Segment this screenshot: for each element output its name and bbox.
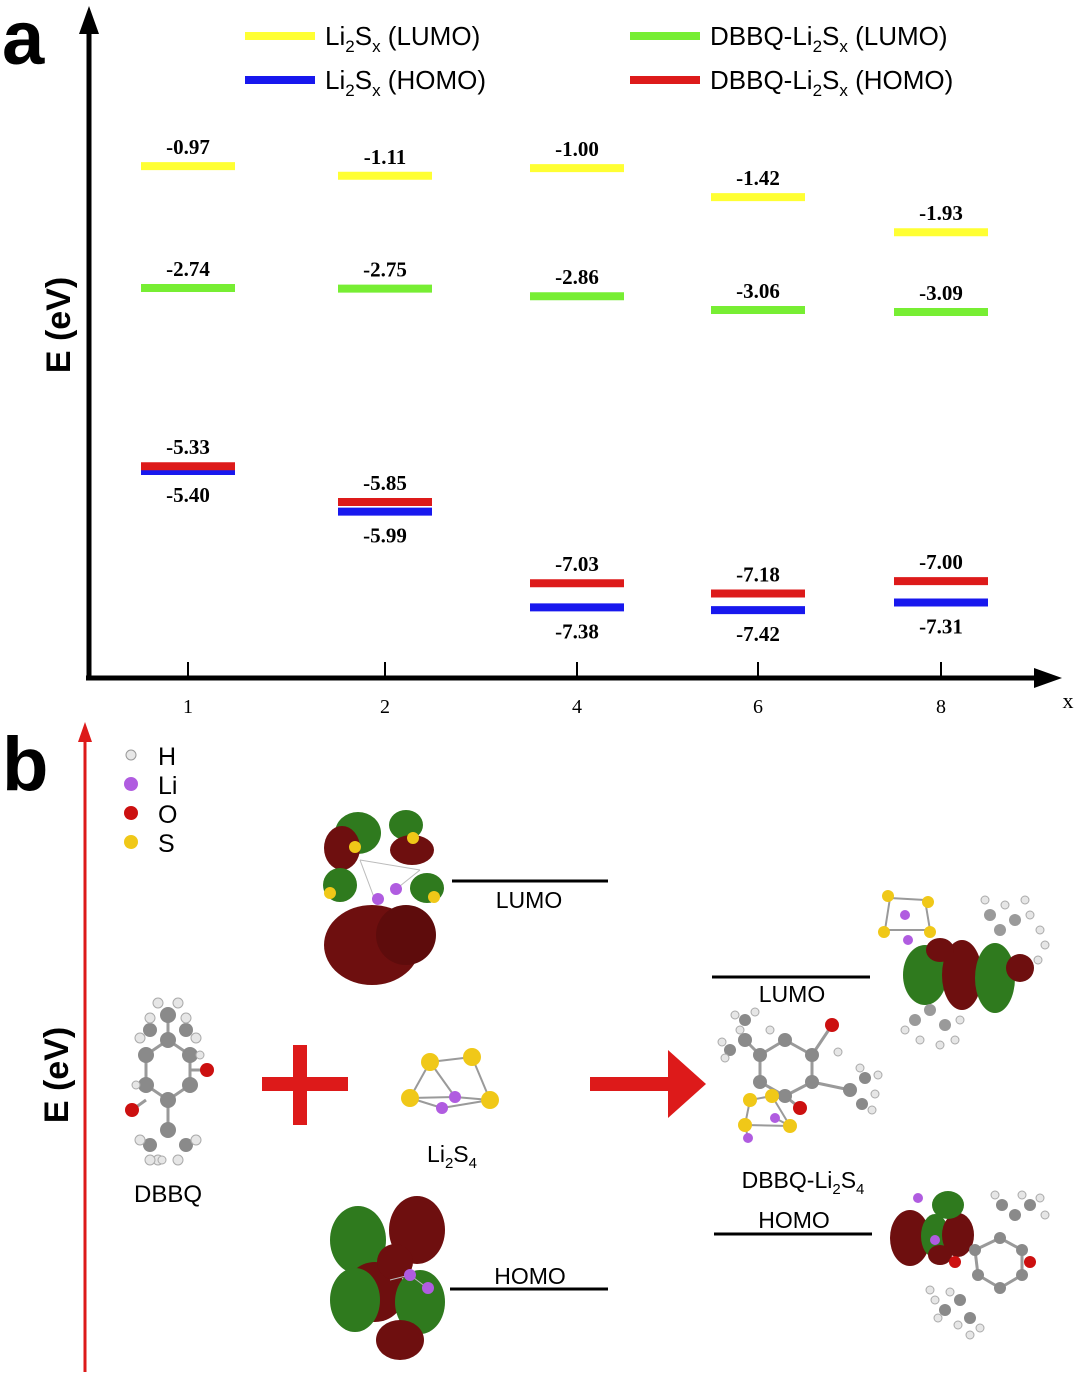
value-label-dbbq_lumo-4: -2.86 [555,265,599,289]
atom-label-li: Li [158,772,177,800]
dbbq-molecule [125,997,214,1166]
value-label-li2sx_lumo-6: -1.42 [736,166,780,190]
value-label-li2sx_homo-8: -7.31 [919,615,963,639]
value-label-dbbq_homo-2: -5.85 [363,471,407,495]
value-label-dbbq_lumo-2: -2.75 [363,258,407,282]
energy-axis-arrowhead [78,722,92,742]
x-tick-label-1: 1 [183,696,193,718]
li2s4-homo-orbital [330,1196,445,1360]
x-tick-label-6: 6 [753,696,763,718]
panel-a-label: a [2,0,45,81]
atom-swatch-s [124,835,138,849]
x-axis-label: x [1063,688,1074,713]
left-homo-label: HOMO [494,1263,566,1289]
li2s4-lumo-orbital [323,810,444,985]
atom-label-h: H [158,743,176,771]
value-label-dbbq_homo-8: -7.00 [919,550,963,574]
value-label-li2sx_homo-4: -7.38 [555,619,599,643]
legend-label-dbbq_lumo: DBBQ-Li2Sx (LUMO) [710,21,948,56]
energy-levels: -0.97 -1.11 -1.00 -1.42 -1.93 -2.74 -2.75 -2.86… [141,135,988,646]
value-label-li2sx_lumo-1: -0.97 [166,135,210,159]
atom-swatch-h [125,749,137,761]
li2s4-molecule [401,1048,499,1114]
complex-label: DBBQ-Li2S4 [742,1167,865,1198]
value-label-li2sx_lumo-4: -1.00 [555,137,599,161]
x-axis-arrowhead [1034,668,1062,688]
x-tick-label-2: 2 [380,696,390,718]
plus-icon [262,1045,348,1125]
value-label-dbbq_homo-1: -5.33 [166,435,210,459]
value-label-dbbq_lumo-6: -3.06 [736,279,780,303]
atom-swatch-li [124,777,138,791]
energy-axis-label: E (eV) [38,1027,76,1123]
dbbq-li2s4-molecule [717,1007,883,1143]
right-homo-label: HOMO [758,1207,830,1233]
legend-label-li2sx_homo: Li2Sx (HOMO) [325,65,486,100]
complex-lumo-orbital [878,890,1050,1050]
x-tick-label-4: 4 [572,696,582,718]
value-label-dbbq_lumo-8: -3.09 [919,281,963,305]
x-ticks: 1 2 4 6 8 [183,662,946,718]
atom-label-o: O [158,801,177,829]
value-label-dbbq_lumo-1: -2.74 [166,257,210,281]
atom-swatch-o [124,806,138,820]
reaction-arrow [590,1050,706,1118]
dbbq-label: DBBQ [134,1181,202,1208]
energy-level-chart: E (eV) x 1 2 4 6 8 -0.97 -1.11 -1.00 -1.42 -1.93… [40,6,1074,718]
left-lumo-label: LUMO [496,887,562,913]
value-label-li2sx_homo-1: -5.40 [166,483,210,507]
li2s4-label: Li2S4 [427,1141,477,1172]
value-label-dbbq_homo-4: -7.03 [555,552,599,576]
complex-homo-orbital [890,1190,1050,1340]
right-lumo-label: LUMO [759,981,825,1007]
y-axis-label: E (eV) [40,277,78,373]
x-tick-label-8: 8 [936,696,946,718]
value-label-li2sx_homo-6: -7.42 [736,622,780,646]
value-label-li2sx_lumo-8: -1.93 [919,201,963,225]
y-axis-arrowhead [79,6,99,34]
atom-label-s: S [158,830,175,858]
value-label-li2sx_homo-2: -5.99 [363,524,407,548]
value-label-li2sx_lumo-2: -1.11 [364,145,407,169]
legend-label-dbbq_homo: DBBQ-Li2Sx (HOMO) [710,65,953,100]
legend-label-li2sx_lumo: Li2Sx (LUMO) [325,21,480,56]
legend: Li2Sx (LUMO) DBBQ-Li2Sx (LUMO) Li2Sx (HOMO… [245,21,953,100]
value-label-dbbq_homo-6: -7.18 [736,563,780,587]
panel-b-label: b [2,722,48,807]
